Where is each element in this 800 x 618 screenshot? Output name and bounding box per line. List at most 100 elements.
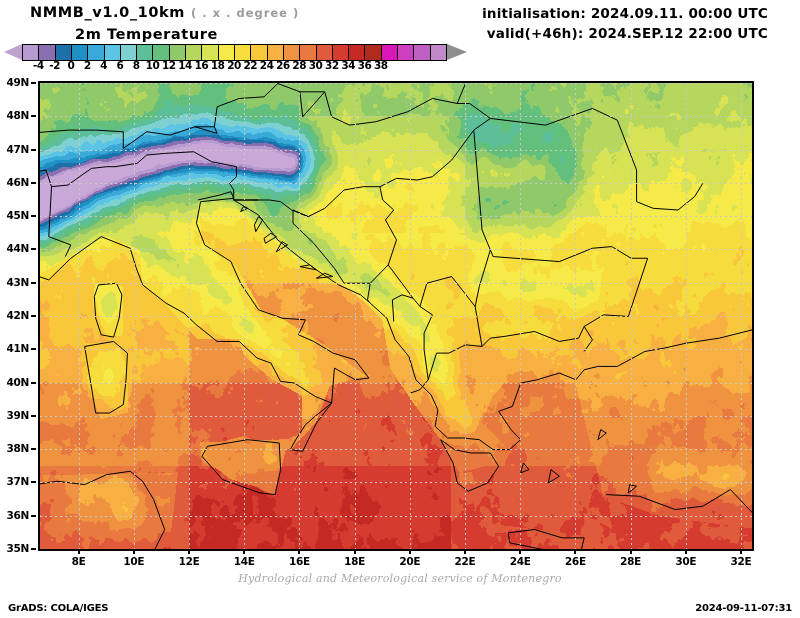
colorbar-under-arrow xyxy=(4,44,22,60)
latitude-label: 49N xyxy=(6,77,30,89)
model-title: NMMB_v1.0_10km ( . x . degree ) xyxy=(30,5,299,21)
colorbar-tick-label: 18 xyxy=(210,60,225,72)
colorbar-swatch xyxy=(364,44,382,61)
colorbar-swatch xyxy=(380,44,399,61)
latitude-label: 37N xyxy=(6,476,30,489)
colorbar-swatch xyxy=(87,44,105,61)
colorbar-swatch xyxy=(331,44,350,61)
latitude-label: 41N xyxy=(6,343,30,356)
colorbar-tick-label: 34 xyxy=(341,60,355,72)
longitude-label: 24E xyxy=(509,556,531,568)
model-units: ( . x . degree ) xyxy=(191,6,300,20)
colorbar-tick-label: 6 xyxy=(116,60,124,72)
latitude-tick xyxy=(31,414,36,417)
longitude-tick xyxy=(353,549,356,554)
colorbar-swatch xyxy=(201,44,219,61)
temperature-field xyxy=(40,83,752,549)
latitude-label: 47N xyxy=(6,143,30,156)
longitude-label: 18E xyxy=(344,556,366,568)
latitude-label: 44N xyxy=(6,243,30,256)
latitude-tick xyxy=(31,215,36,218)
colorbar: -4 -2 0 2 4 6 8 10 12 14 16 18 20 22 24 26 28 30 32 34 36 38 xyxy=(0,44,480,72)
latitude-tick xyxy=(31,481,36,484)
service-credit: Hydrological and Meteorological service … xyxy=(238,572,562,585)
colorbar-tick-label: 32 xyxy=(325,60,339,72)
colorbar-tick-label: -2 xyxy=(49,60,60,72)
longitude-tick xyxy=(188,549,191,554)
longitude-tick xyxy=(574,549,577,554)
colorbar-swatch xyxy=(217,44,235,61)
longitude-label: 26E xyxy=(564,556,586,568)
colorbar-swatch xyxy=(315,44,333,61)
colorbar-swatch xyxy=(397,44,415,61)
latitude-tick xyxy=(31,148,36,151)
initialisation-time: initialisation: 2024.09.11. 00:00 UTC xyxy=(482,6,768,22)
latitude-label: 42N xyxy=(6,310,30,322)
longitude-label: 32E xyxy=(730,556,752,568)
colorbar-tick-label: 22 xyxy=(243,60,258,72)
colorbar-swatch xyxy=(152,44,170,61)
colorbar-swatch xyxy=(413,44,431,61)
grads-label: GrADS: COLA/IGES xyxy=(8,603,109,614)
longitude-label: 20E xyxy=(399,556,421,568)
latitude-label: 38N xyxy=(6,443,30,456)
colorbar-swatch xyxy=(348,44,366,61)
latitude-label: 39N xyxy=(6,409,30,422)
longitude-label: 14E xyxy=(233,556,255,568)
latitude-label: 46N xyxy=(6,176,30,189)
colorbar-tick-label: 36 xyxy=(357,60,372,72)
colorbar-tick-label: 20 xyxy=(227,60,241,72)
longitude-axis: 8E 10E 12E 14E 16E 18E 20E 22E 24E 26E 28E 30E 32E xyxy=(38,549,752,571)
longitude-tick xyxy=(132,549,135,554)
colorbar-tick-label: 30 xyxy=(308,60,323,72)
latitude-tick xyxy=(31,181,36,184)
latitude-axis: 49N 48N 47N 46N 45N 44N 43N 42N 41N 40N 39N 38N 37N 3… xyxy=(0,77,36,555)
colorbar-tick-label: 14 xyxy=(178,60,192,72)
colorbar-swatch xyxy=(103,44,121,61)
latitude-label: 36N xyxy=(6,509,30,522)
latitude-tick xyxy=(31,381,36,384)
colorbar-swatch xyxy=(136,44,154,61)
colorbar-swatch xyxy=(234,44,252,61)
longitude-label: 10E xyxy=(123,556,145,568)
longitude-tick xyxy=(629,549,632,554)
colorbar-swatch xyxy=(282,44,301,61)
colorbar-tick-label: 0 xyxy=(67,60,75,72)
colorbar-tick-label: 28 xyxy=(292,60,307,72)
colorbar-swatch xyxy=(22,44,40,61)
longitude-tick xyxy=(298,549,301,554)
latitude-label: 35N xyxy=(6,543,30,555)
longitude-label: 28E xyxy=(620,556,642,568)
colorbar-swatch xyxy=(168,44,187,61)
latitude-tick xyxy=(31,248,36,251)
longitude-tick xyxy=(739,549,742,554)
colorbar-swatch xyxy=(250,44,268,61)
colorbar-tick-label: 2 xyxy=(83,60,91,72)
latitude-label: 48N xyxy=(6,110,30,123)
longitude-label: 8E xyxy=(71,556,86,568)
render-timestamp: 2024-09-11-07:31 xyxy=(695,603,792,614)
longitude-tick xyxy=(408,549,411,554)
map-plot-area xyxy=(38,81,754,551)
colorbar-swatch xyxy=(429,44,447,61)
latitude-label: 43N xyxy=(6,276,30,289)
latitude-tick xyxy=(31,281,36,284)
latitude-tick xyxy=(31,514,36,517)
colorbar-swatch xyxy=(38,44,56,61)
longitude-label: 12E xyxy=(178,556,200,568)
colorbar-swatch xyxy=(70,44,89,61)
colorbar-tick-label: 8 xyxy=(132,60,140,72)
latitude-tick xyxy=(31,115,36,118)
colorbar-tick-label: 10 xyxy=(145,60,160,72)
colorbar-tick-label: 16 xyxy=(194,60,209,72)
colorbar-tick-label: 38 xyxy=(373,60,388,72)
variable-title: 2m Temperature xyxy=(75,27,218,43)
latitude-tick xyxy=(31,82,36,84)
longitude-tick xyxy=(463,549,466,554)
longitude-tick xyxy=(77,549,80,554)
latitude-tick xyxy=(31,348,36,351)
valid-time: valid(+46h): 2024.SEP.12 22:00 UTC xyxy=(486,26,768,42)
longitude-tick xyxy=(684,549,687,554)
latitude-tick xyxy=(31,315,36,317)
longitude-tick xyxy=(243,549,246,554)
